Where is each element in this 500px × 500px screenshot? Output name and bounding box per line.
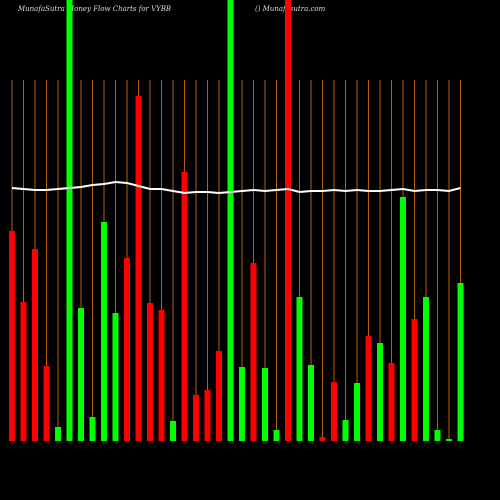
bar bbox=[388, 363, 395, 441]
bar bbox=[296, 297, 303, 441]
bar bbox=[216, 351, 222, 441]
bar bbox=[411, 319, 418, 441]
bar bbox=[285, 0, 291, 441]
bar bbox=[32, 249, 38, 441]
bar bbox=[319, 437, 326, 441]
bar bbox=[262, 368, 268, 441]
bar bbox=[20, 302, 27, 441]
bar bbox=[147, 303, 153, 441]
bar bbox=[135, 96, 142, 441]
bar bbox=[124, 258, 130, 441]
bar bbox=[112, 313, 119, 441]
bar bbox=[239, 367, 245, 441]
bar bbox=[101, 222, 107, 441]
bar bbox=[9, 231, 15, 441]
bar bbox=[342, 420, 349, 441]
bar bbox=[331, 382, 337, 441]
bar bbox=[400, 197, 406, 441]
bar bbox=[170, 421, 176, 441]
bar bbox=[273, 430, 280, 441]
bar bbox=[308, 365, 314, 441]
bar bbox=[365, 336, 372, 441]
bar bbox=[55, 427, 61, 441]
bar bbox=[43, 366, 50, 441]
bar bbox=[89, 417, 96, 441]
bar bbox=[354, 383, 360, 441]
bar bbox=[227, 0, 234, 441]
money-flow-line bbox=[11, 180, 461, 195]
bar bbox=[434, 430, 441, 441]
bar bbox=[193, 395, 199, 441]
bar bbox=[377, 343, 383, 441]
bar bbox=[181, 172, 188, 441]
bar bbox=[158, 310, 165, 441]
bar bbox=[446, 439, 452, 441]
bar bbox=[423, 297, 429, 441]
bar bbox=[66, 0, 73, 441]
bar bbox=[250, 263, 257, 441]
bar bbox=[78, 308, 84, 441]
bar bbox=[457, 283, 464, 441]
chart-title: MunafaSutra Money Flow Charts for VYBB bbox=[17, 5, 171, 13]
bar bbox=[204, 390, 211, 441]
